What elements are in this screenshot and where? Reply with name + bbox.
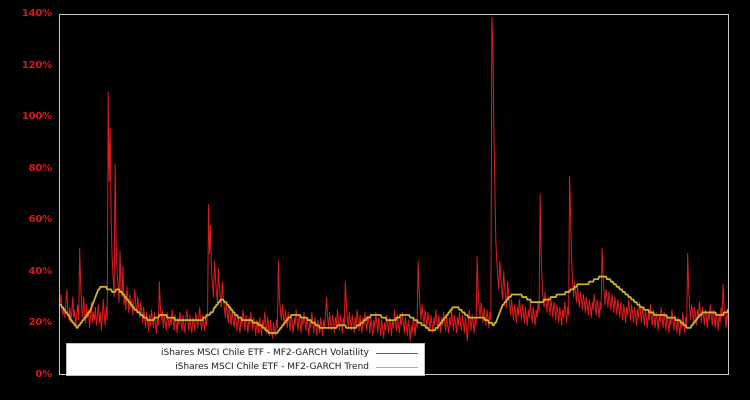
y-tick-40: 40%: [28, 265, 53, 277]
y-tick-100: 100%: [21, 111, 52, 123]
volatility-series-line: [60, 17, 728, 342]
legend-label-trend: iShares MSCI Chile ETF - MF2-GARCH Trend: [175, 361, 369, 372]
chart-legend: iShares MSCI Chile ETF - MF2-GARCH Volat…: [66, 343, 425, 376]
y-tick-0: 0%: [35, 369, 52, 380]
y-tick-80: 80%: [28, 162, 53, 174]
legend-item-volatility: iShares MSCI Chile ETF - MF2-GARCH Volat…: [67, 346, 424, 360]
y-tick-120: 120%: [21, 59, 52, 71]
y-tick-140: 140%: [21, 8, 52, 19]
line-swatch-gold-icon: [376, 363, 418, 372]
legend-item-trend: iShares MSCI Chile ETF - MF2-GARCH Trend: [67, 360, 424, 374]
y-axis: 140% 120% 100% 80% 60% 40% 20% 0%: [0, 0, 59, 400]
trend-series-line: [60, 275, 728, 334]
legend-label-volatility: iShares MSCI Chile ETF - MF2-GARCH Volat…: [161, 347, 369, 358]
y-tick-60: 60%: [28, 214, 53, 226]
plot-area: [59, 14, 729, 375]
series-canvas: [60, 17, 728, 342]
y-tick-20: 20%: [28, 317, 53, 329]
line-swatch-red-icon: [376, 349, 418, 358]
